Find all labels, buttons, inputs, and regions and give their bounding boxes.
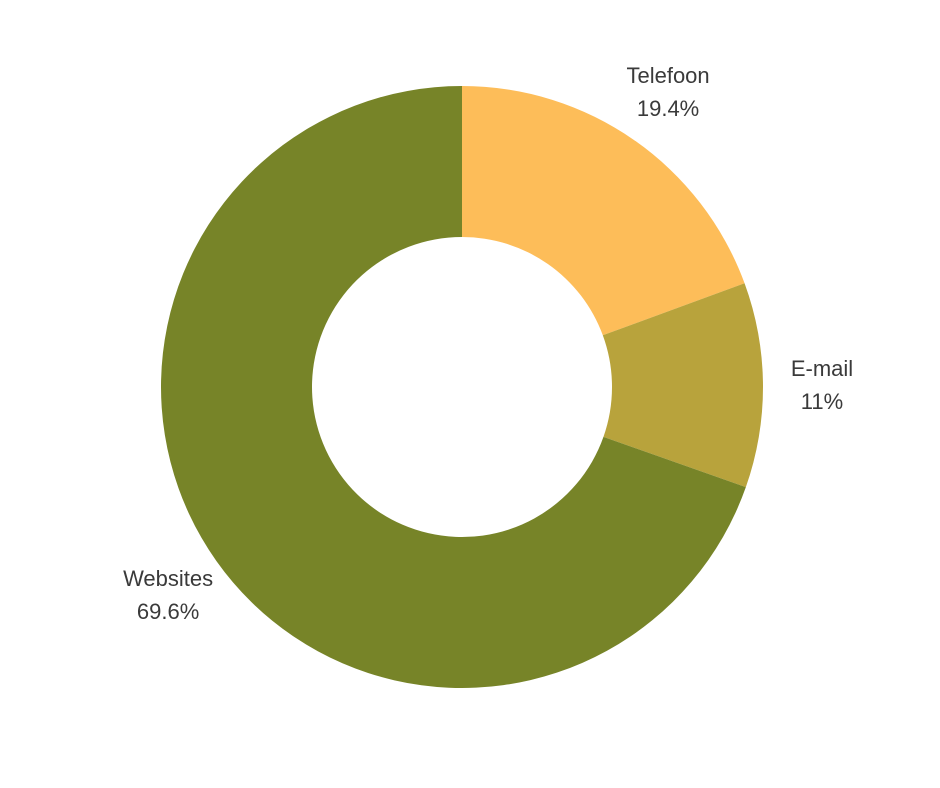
slice-value: 11%	[800, 388, 844, 414]
slice-name: Websites	[123, 565, 214, 591]
slice-name: E-mail	[790, 355, 854, 381]
donut-slice	[602, 283, 763, 488]
slice-value: 19.4%	[636, 95, 700, 121]
slice-label: Telefoon 19.4%	[620, 59, 716, 125]
donut-slice	[462, 86, 745, 336]
slice-label: Websites 69.6%	[120, 562, 216, 628]
donut-slice	[161, 86, 746, 689]
slice-label: E-mail 11%	[774, 352, 870, 418]
slice-value: 69.6%	[136, 598, 200, 624]
slice-name: Telefoon	[626, 62, 710, 88]
